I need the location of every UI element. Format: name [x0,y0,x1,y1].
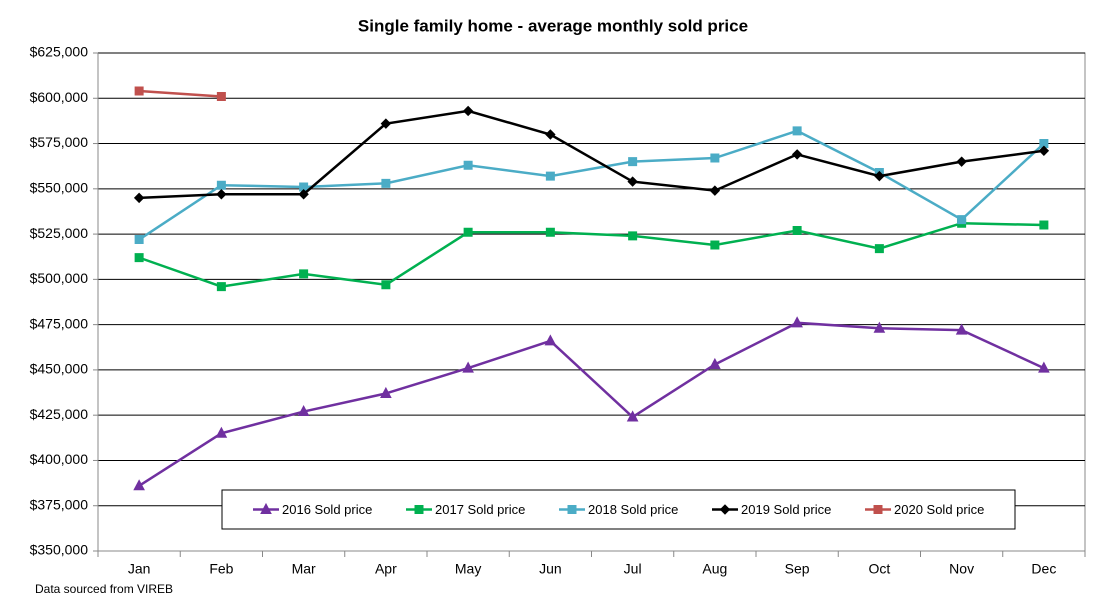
y-tick-label: $600,000 [30,89,89,105]
marker [792,225,802,235]
marker [1038,145,1050,156]
marker [463,227,473,237]
marker [299,269,309,279]
y-tick-label: $400,000 [30,451,89,467]
y-tick-label: $500,000 [30,270,89,286]
marker [873,321,886,333]
marker [544,334,557,346]
marker [710,153,720,163]
y-tick-label: $350,000 [30,542,89,558]
marker [545,227,555,237]
x-tick-label: May [455,561,481,577]
x-tick-label: Mar [292,561,316,577]
marker [380,118,392,129]
x-tick-label: Jul [624,561,642,577]
marker [627,176,638,187]
series-line [139,109,1045,200]
y-tick-label: $625,000 [30,44,89,60]
marker [381,280,391,290]
marker [545,129,556,140]
marker [215,426,228,438]
y-tick-label: $550,000 [30,180,89,196]
x-tick-label: Nov [949,561,974,577]
x-tick-label: Apr [375,561,397,577]
series-line [139,89,222,98]
marker [463,160,473,170]
marker [216,180,226,190]
legend-label: 2018 Sold price [588,502,678,517]
marker [874,170,885,182]
legend-label: 2016 Sold price [282,502,372,517]
marker [626,410,639,422]
marker [216,91,226,101]
x-tick-label: Oct [868,561,890,577]
y-tick-label: $425,000 [30,406,89,422]
marker [955,323,968,335]
y-tick-label: $525,000 [30,225,89,241]
marker [1039,220,1049,230]
legend: 2016 Sold price 2017 Sold price 2018 Sold … [221,489,1016,530]
y-tick-label: $475,000 [30,315,89,331]
marker [462,105,474,117]
marker [298,189,309,200]
series-line [138,321,1045,487]
marker [462,361,474,373]
marker [216,282,226,292]
marker [216,189,227,200]
x-tick-label: Dec [1031,561,1056,577]
marker [791,149,803,160]
marker [873,505,883,514]
legend-label: 2019 Sold price [741,502,831,517]
chart-title: Single family home - average monthly sol… [358,16,748,35]
footnote: Data sourced from VIREB [35,582,173,596]
legend-label: 2020 Sold price [894,502,984,517]
marker [260,502,272,514]
marker [414,505,424,514]
x-tick-label: Jan [128,561,151,577]
x-tick-label: Feb [209,561,233,577]
marker [709,185,721,196]
marker [628,157,638,167]
marker [134,86,144,96]
marker [134,235,144,245]
marker [1039,139,1049,149]
x-tick-label: Sep [785,561,810,577]
marker [791,316,803,328]
plot-area [97,52,1086,552]
y-tick-label: $375,000 [30,496,89,512]
x-tick-label: Jun [539,561,562,577]
marker [719,504,731,515]
y-tick-label: $450,000 [30,361,89,377]
y-tick-label: $575,000 [30,134,89,150]
legend-label: 2017 Sold price [435,502,525,517]
marker [134,253,144,263]
marker [567,505,577,514]
marker [545,171,555,181]
marker [956,156,967,167]
marker [709,357,721,369]
marker [133,479,145,491]
series-line [138,221,1044,288]
marker [297,404,310,417]
marker [381,178,391,188]
marker [628,231,638,241]
marker [874,244,884,254]
series-line [138,129,1045,241]
marker [792,126,802,136]
x-tick-label: Aug [702,561,727,577]
marker [1038,361,1050,373]
marker [957,215,967,225]
marker [133,192,145,204]
marker [710,240,720,250]
marker [380,386,392,398]
